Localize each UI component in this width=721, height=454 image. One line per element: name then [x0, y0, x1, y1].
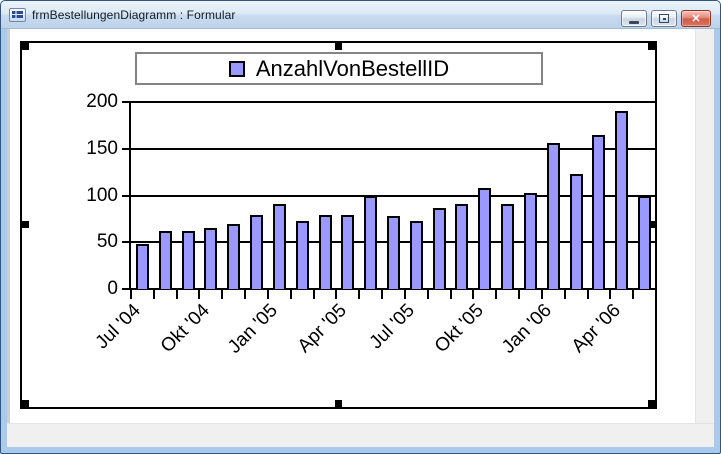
bar [478, 188, 492, 289]
x-tick [449, 290, 452, 299]
selection-handle-bottom-right[interactable] [648, 400, 655, 407]
bar [158, 231, 172, 289]
selection-handle-bottom-center[interactable] [334, 400, 342, 407]
maximize-button[interactable] [651, 10, 677, 27]
x-tick [335, 290, 338, 299]
y-tick-200 [122, 101, 131, 103]
y-tick-150 [122, 147, 131, 150]
gridline-100 [131, 194, 656, 197]
form-icon [9, 7, 26, 22]
selection-handle-top-right[interactable] [648, 43, 655, 50]
bar [501, 203, 515, 289]
x-tick [472, 290, 475, 299]
x-tick [609, 290, 612, 299]
bar [181, 231, 195, 289]
y-axis-label: 100 [86, 184, 118, 206]
x-tick [175, 290, 178, 299]
bar [135, 244, 149, 289]
bar [318, 215, 332, 289]
window-controls: ✕ [621, 10, 711, 27]
gridline-200 [131, 101, 656, 103]
x-tick [266, 290, 269, 299]
maximize-icon [659, 14, 669, 23]
x-tick [152, 290, 155, 299]
x-tick [403, 290, 406, 299]
close-icon: ✕ [691, 13, 701, 25]
x-tick [632, 290, 635, 299]
legend-color-swatch [228, 60, 245, 77]
x-tick [358, 290, 361, 299]
x-tick [381, 290, 384, 299]
minimize-icon [629, 20, 639, 24]
form-background-bottom [7, 423, 714, 447]
chart-object: AnzahlVonBestellID 0 50 100 150 200 Jul '04 Ok… [20, 41, 657, 409]
selection-handle-top-left[interactable] [22, 43, 29, 50]
x-tick [289, 290, 292, 299]
y-axis-label: 200 [86, 91, 118, 112]
close-button[interactable]: ✕ [681, 10, 711, 27]
x-axis-line [129, 288, 656, 290]
bar [409, 220, 423, 289]
bar [432, 207, 446, 289]
y-axis-label: 150 [86, 137, 118, 159]
x-tick [518, 290, 521, 299]
x-tick [655, 290, 657, 299]
x-tick [540, 290, 543, 299]
x-tick [244, 290, 247, 299]
bar [569, 174, 583, 289]
y-tick-50 [122, 241, 131, 244]
chart-legend: AnzahlVonBestellID [135, 52, 543, 85]
bar [546, 143, 560, 289]
form-left-edge [7, 29, 10, 423]
bar [387, 216, 400, 289]
plot-area: 0 50 100 150 200 Jul '04 Okt '04 Jan '05 Apr '05… [86, 91, 657, 358]
bar [204, 228, 218, 289]
selection-handle-bottom-left[interactable] [22, 400, 29, 407]
minimize-button[interactable] [621, 10, 647, 27]
bar [592, 134, 606, 289]
bar [250, 215, 264, 289]
bar [227, 223, 241, 289]
form-background-right [695, 29, 714, 447]
bar [341, 215, 355, 289]
bar [364, 195, 378, 289]
legend-label: AnzahlVonBestellID [255, 55, 450, 81]
y-axis-label: 0 [107, 278, 118, 299]
bar [638, 195, 652, 289]
y-tick-100 [122, 194, 131, 197]
window-title: frmBestellungenDiagramm : Formular [32, 7, 236, 22]
form-icon-line [12, 11, 23, 15]
bar [523, 192, 537, 289]
bar [615, 111, 629, 289]
x-tick [221, 290, 224, 299]
x-tick [563, 290, 566, 299]
x-tick [426, 290, 429, 299]
x-tick [586, 290, 589, 299]
gridline-150 [131, 147, 656, 150]
titlebar[interactable]: frmBestellungenDiagramm : Formular ✕ [1, 1, 720, 29]
x-tick [312, 290, 315, 299]
bar [455, 203, 469, 289]
x-tick [495, 290, 498, 299]
y-axis-label: 50 [96, 231, 118, 253]
bar [295, 220, 309, 289]
selection-handle-top-center[interactable] [334, 43, 342, 50]
selection-handle-middle-right[interactable] [648, 221, 655, 228]
bar [272, 203, 286, 289]
x-tick [198, 290, 201, 299]
y-tick-0 [122, 288, 131, 290]
selection-handle-middle-left[interactable] [22, 221, 29, 228]
form-icon-line [12, 14, 23, 18]
x-tick [130, 290, 132, 299]
form-client-area: AnzahlVonBestellID 0 50 100 150 200 Jul '04 Ok… [7, 29, 714, 447]
